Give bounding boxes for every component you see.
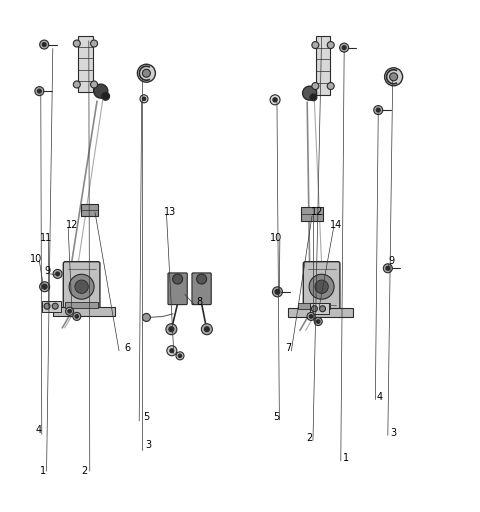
Circle shape bbox=[316, 319, 320, 324]
Text: 3: 3 bbox=[146, 440, 152, 451]
Circle shape bbox=[169, 327, 174, 332]
Circle shape bbox=[143, 69, 150, 77]
Circle shape bbox=[270, 95, 280, 105]
Circle shape bbox=[309, 274, 334, 299]
Circle shape bbox=[91, 40, 97, 47]
Text: 12: 12 bbox=[66, 220, 78, 230]
Text: 9: 9 bbox=[44, 266, 50, 276]
Text: 5: 5 bbox=[143, 412, 150, 422]
Circle shape bbox=[275, 289, 280, 294]
Text: 4: 4 bbox=[36, 425, 41, 435]
Circle shape bbox=[42, 42, 46, 47]
Bar bbox=[81, 204, 98, 216]
Bar bbox=[65, 302, 98, 308]
Circle shape bbox=[35, 87, 44, 96]
Circle shape bbox=[94, 84, 108, 98]
Circle shape bbox=[307, 312, 315, 321]
Circle shape bbox=[73, 312, 81, 321]
Circle shape bbox=[143, 313, 150, 322]
Bar bbox=[288, 308, 353, 317]
Circle shape bbox=[178, 354, 182, 358]
Circle shape bbox=[273, 287, 282, 297]
Circle shape bbox=[384, 264, 392, 273]
Text: 1: 1 bbox=[40, 466, 46, 476]
Text: 5: 5 bbox=[273, 412, 279, 422]
Circle shape bbox=[309, 314, 313, 318]
FancyBboxPatch shape bbox=[168, 273, 187, 305]
Bar bbox=[42, 301, 61, 312]
Circle shape bbox=[386, 266, 390, 270]
Circle shape bbox=[44, 303, 50, 309]
Circle shape bbox=[75, 314, 79, 318]
Text: 1: 1 bbox=[343, 453, 348, 463]
Text: 6: 6 bbox=[124, 343, 130, 353]
Circle shape bbox=[37, 89, 41, 93]
Circle shape bbox=[137, 64, 156, 82]
Circle shape bbox=[302, 86, 317, 100]
Bar bbox=[298, 303, 330, 309]
Circle shape bbox=[384, 68, 403, 86]
Circle shape bbox=[320, 306, 325, 312]
FancyBboxPatch shape bbox=[63, 262, 100, 312]
Bar bbox=[316, 36, 330, 95]
Circle shape bbox=[52, 303, 58, 309]
Circle shape bbox=[312, 306, 317, 312]
Circle shape bbox=[66, 307, 73, 315]
Text: 7: 7 bbox=[285, 343, 291, 353]
Circle shape bbox=[102, 92, 109, 100]
Circle shape bbox=[315, 280, 328, 293]
Text: 14: 14 bbox=[330, 220, 342, 230]
Circle shape bbox=[197, 274, 206, 284]
Circle shape bbox=[56, 272, 60, 276]
Circle shape bbox=[176, 352, 184, 360]
Text: 2: 2 bbox=[81, 466, 87, 476]
FancyBboxPatch shape bbox=[303, 262, 340, 312]
Text: 2: 2 bbox=[306, 433, 313, 443]
Circle shape bbox=[374, 105, 383, 115]
Circle shape bbox=[69, 274, 94, 299]
Text: 4: 4 bbox=[376, 392, 382, 402]
Circle shape bbox=[327, 82, 334, 90]
Circle shape bbox=[390, 73, 397, 81]
Circle shape bbox=[140, 95, 148, 103]
Circle shape bbox=[273, 98, 277, 102]
Circle shape bbox=[53, 269, 62, 279]
Circle shape bbox=[40, 282, 49, 292]
Text: 13: 13 bbox=[164, 207, 177, 218]
Text: 12: 12 bbox=[311, 207, 323, 218]
Text: 3: 3 bbox=[391, 428, 396, 438]
Circle shape bbox=[314, 317, 322, 326]
Circle shape bbox=[167, 346, 177, 356]
Circle shape bbox=[42, 284, 47, 289]
FancyBboxPatch shape bbox=[192, 273, 211, 305]
Text: 11: 11 bbox=[39, 233, 52, 243]
Bar bbox=[53, 307, 115, 316]
Circle shape bbox=[376, 108, 380, 112]
Circle shape bbox=[75, 280, 88, 293]
Circle shape bbox=[73, 81, 80, 88]
Circle shape bbox=[312, 82, 319, 90]
Circle shape bbox=[342, 46, 346, 50]
Text: 8: 8 bbox=[196, 297, 202, 307]
Text: 10: 10 bbox=[270, 233, 282, 243]
Bar bbox=[310, 303, 329, 314]
Circle shape bbox=[310, 94, 317, 101]
Circle shape bbox=[202, 324, 212, 335]
Text: 9: 9 bbox=[388, 256, 394, 266]
Circle shape bbox=[312, 41, 319, 49]
Circle shape bbox=[73, 40, 80, 47]
Circle shape bbox=[340, 43, 348, 52]
Circle shape bbox=[170, 349, 174, 353]
Circle shape bbox=[68, 309, 72, 313]
Bar bbox=[301, 207, 323, 221]
Circle shape bbox=[40, 40, 48, 49]
Circle shape bbox=[166, 324, 177, 335]
Text: 10: 10 bbox=[30, 253, 42, 264]
Circle shape bbox=[327, 41, 334, 49]
Circle shape bbox=[173, 274, 182, 284]
Circle shape bbox=[142, 97, 146, 101]
Circle shape bbox=[91, 81, 97, 88]
Circle shape bbox=[204, 327, 209, 332]
Bar bbox=[78, 36, 93, 92]
